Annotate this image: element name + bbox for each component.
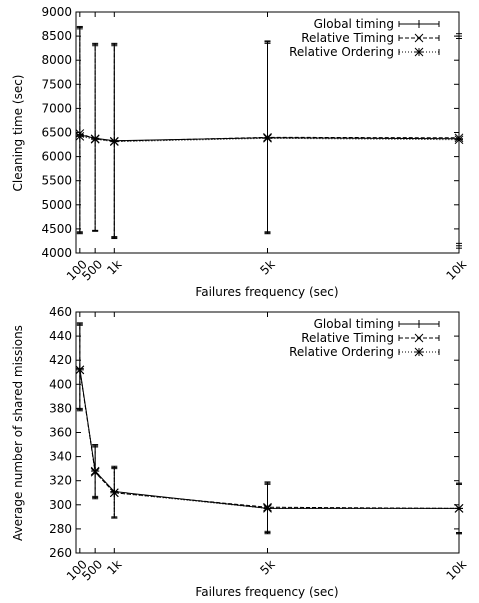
marker-stroke: [454, 135, 464, 145]
data-point: [90, 466, 100, 476]
legend-label: Relative Timing: [301, 331, 394, 345]
data-point: [75, 132, 85, 141]
series-line: [79, 132, 460, 142]
data-point: [415, 320, 423, 328]
data-point: [109, 137, 119, 147]
x-tick-label: 5k: [257, 257, 277, 277]
x-tick-label: 10k: [444, 257, 470, 283]
data-point: [454, 135, 464, 145]
y-tick-label: 5500: [41, 174, 72, 188]
x-tick-label: 1k: [104, 557, 124, 577]
x-axis-label: Failures frequency (sec): [195, 285, 338, 299]
y-tick-label: 300: [49, 498, 72, 512]
y-axis-label: Cleaning time (sec): [11, 75, 25, 192]
data-point: [414, 47, 424, 57]
shared-missions-chart: Average number of shared missions Failur…: [11, 305, 469, 599]
series-relative-timing: [75, 324, 464, 534]
cleaning-time-chart: Cleaning time (sec) Failures frequency (…: [11, 5, 469, 299]
data-point: [109, 488, 119, 498]
x-axis-label: Failures frequency (sec): [195, 585, 338, 599]
y-tick-label: 4000: [41, 246, 72, 260]
y-tick-label: 380: [49, 401, 72, 415]
legend-label: Relative Timing: [301, 31, 394, 45]
legend-label: Global timing: [314, 317, 394, 331]
marker-stroke: [414, 47, 424, 57]
data-point: [414, 333, 424, 343]
marker-stroke: [263, 133, 272, 143]
y-tick-label: 400: [49, 377, 72, 391]
marker-stroke: [454, 504, 464, 513]
series-line: [79, 369, 460, 509]
marker-stroke: [263, 504, 272, 513]
data-point: [263, 133, 272, 143]
legend-label: Relative Ordering: [289, 345, 394, 359]
y-tick-label: 320: [49, 474, 72, 488]
y-tick-label: 7000: [41, 101, 72, 115]
y-tick-label: 460: [49, 305, 72, 319]
marker-stroke: [90, 466, 100, 476]
marker-stroke: [109, 488, 119, 498]
y-tick-label: 440: [49, 329, 72, 343]
x-tick-label: 10k: [444, 557, 470, 583]
x-tick-label: 5k: [257, 557, 277, 577]
y-tick-label: 7500: [41, 77, 72, 91]
series-line: [79, 369, 459, 509]
data-point: [263, 504, 272, 513]
y-tick-label: 4500: [41, 222, 72, 236]
y-tick-label: 360: [49, 426, 72, 440]
series-line: [79, 368, 459, 509]
y-tick-label: 260: [49, 546, 72, 560]
y-tick-label: 6500: [41, 126, 72, 140]
marker-stroke: [414, 333, 424, 343]
data-point: [90, 134, 100, 144]
data-point: [415, 20, 423, 28]
y-tick-label: 6000: [41, 150, 72, 164]
legend-label: Global timing: [314, 17, 394, 31]
y-tick-label: 280: [49, 522, 72, 536]
y-tick-label: 8500: [41, 29, 72, 43]
y-tick-label: 420: [49, 353, 72, 367]
marker-stroke: [75, 365, 85, 375]
legend-label: Relative Ordering: [289, 45, 394, 59]
data-point: [414, 33, 424, 43]
y-tick-label: 8000: [41, 53, 72, 67]
data-point: [414, 347, 424, 357]
x-tick-label: 1k: [104, 257, 124, 277]
marker-stroke: [90, 134, 100, 144]
series-relative-ordering: [75, 323, 464, 535]
marker-stroke: [109, 137, 119, 147]
y-tick-label: 9000: [41, 5, 72, 19]
y-axis-label: Average number of shared missions: [11, 325, 25, 541]
series-relative-ordering: [75, 28, 464, 244]
data-point: [75, 365, 85, 375]
marker-stroke: [414, 33, 424, 43]
y-tick-label: 5000: [41, 198, 72, 212]
marker-stroke: [414, 347, 424, 357]
marker-stroke: [75, 132, 85, 141]
series-global-timing: [75, 322, 463, 535]
data-point: [454, 504, 464, 513]
y-tick-label: 340: [49, 450, 72, 464]
